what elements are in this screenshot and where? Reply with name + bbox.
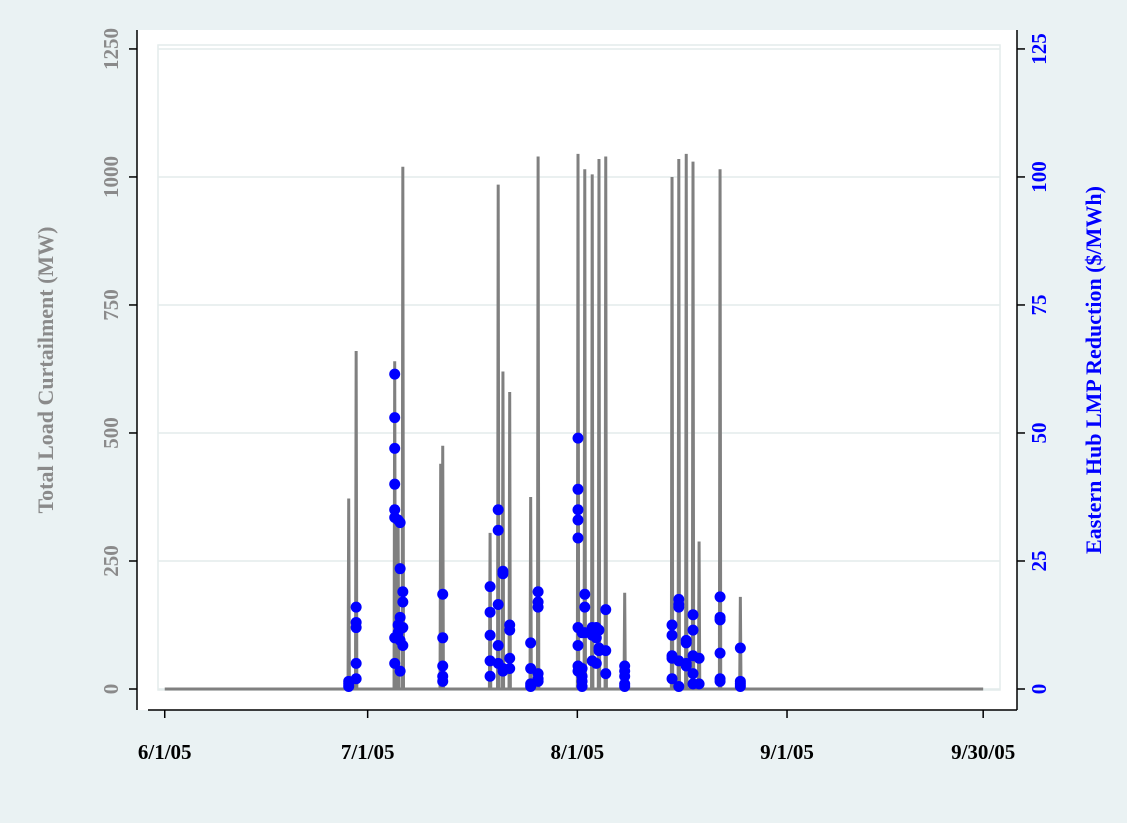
scatter-point (504, 624, 516, 636)
x-tick-label: 9/30/05 (951, 740, 1015, 764)
scatter-point (576, 680, 588, 692)
y-tick-label: 500 (99, 417, 123, 449)
scatter-point (492, 639, 504, 651)
scatter-point (497, 568, 509, 580)
scatter-point (525, 637, 537, 649)
scatter-point (576, 663, 588, 675)
scatter-point (504, 652, 516, 664)
scatter-point (666, 673, 678, 685)
scatter-point (397, 622, 409, 634)
scatter-point (673, 601, 685, 613)
scatter-point (590, 657, 602, 669)
scatter-point (680, 660, 692, 672)
scatter-point (394, 563, 406, 575)
scatter-point (579, 601, 591, 613)
scatter-point (437, 675, 449, 687)
scatter-point (350, 601, 362, 613)
scatter-point (389, 412, 401, 424)
scatter-point (619, 670, 631, 682)
scatter-point (492, 524, 504, 536)
scatter-point (389, 442, 401, 454)
y2-tick-label: 75 (1027, 294, 1051, 315)
scatter-point (492, 599, 504, 611)
scatter-point (693, 678, 705, 690)
scatter-point (350, 673, 362, 685)
scatter-point (673, 680, 685, 692)
x-tick-label: 6/1/05 (138, 740, 192, 764)
scatter-point (350, 657, 362, 669)
scatter-point (389, 368, 401, 380)
scatter-point (492, 504, 504, 516)
scatter-point (734, 680, 746, 692)
scatter-point (687, 668, 699, 680)
scatter-point (484, 581, 496, 593)
y-tick-label: 1000 (99, 156, 123, 198)
scatter-point (484, 606, 496, 618)
y2-axis-title: Eastern Hub LMP Reduction ($/MWh) (1081, 186, 1106, 554)
scatter-point (532, 601, 544, 613)
scatter-point (572, 639, 584, 651)
scatter-point (532, 675, 544, 687)
scatter-point (734, 642, 746, 654)
y-tick-label: 250 (99, 545, 123, 577)
scatter-point (504, 663, 516, 675)
x-tick-label: 7/1/05 (341, 740, 395, 764)
scatter-point (397, 639, 409, 651)
y2-tick-label: 50 (1027, 422, 1051, 443)
scatter-point (394, 517, 406, 529)
y-tick-label: 1250 (99, 28, 123, 70)
y-tick-label: 750 (99, 289, 123, 321)
scatter-point (484, 670, 496, 682)
scatter-point (600, 668, 612, 680)
scatter-point (714, 591, 726, 603)
y2-tick-label: 0 (1027, 684, 1051, 695)
scatter-point (579, 588, 591, 600)
scatter-point (437, 588, 449, 600)
scatter-point (572, 483, 584, 495)
scatter-point (600, 645, 612, 657)
scatter-point (572, 532, 584, 544)
scatter-point (687, 609, 699, 621)
scatter-point (484, 629, 496, 641)
scatter-point (389, 478, 401, 490)
scatter-point (714, 675, 726, 687)
y2-tick-label: 125 (1027, 33, 1051, 65)
scatter-point (397, 586, 409, 598)
scatter-point (389, 504, 401, 516)
scatter-point (394, 611, 406, 623)
scatter-point (350, 622, 362, 634)
scatter-point (693, 652, 705, 664)
scatter-point (572, 432, 584, 444)
scatter-point (394, 665, 406, 677)
scatter-point (397, 596, 409, 608)
scatter-point (437, 632, 449, 644)
y2-tick-label: 25 (1027, 550, 1051, 571)
scatter-point (437, 660, 449, 672)
scatter-point (714, 614, 726, 626)
x-tick-label: 9/1/05 (760, 740, 814, 764)
y-tick-label: 0 (99, 684, 123, 695)
scatter-point (572, 504, 584, 516)
y2-tick-label: 100 (1027, 161, 1051, 193)
scatter-point (593, 624, 605, 636)
y-axis-title: Total Load Curtailment (MW) (33, 226, 58, 513)
scatter-point (532, 586, 544, 598)
scatter-point (687, 624, 699, 636)
scatter-point (619, 680, 631, 692)
scatter-point (714, 647, 726, 659)
x-tick-label: 8/1/05 (551, 740, 605, 764)
scatter-point (666, 619, 678, 631)
scatter-point (389, 657, 401, 669)
scatter-point (680, 637, 692, 649)
scatter-point (600, 604, 612, 616)
scatter-point (666, 629, 678, 641)
scatter-point (572, 514, 584, 526)
